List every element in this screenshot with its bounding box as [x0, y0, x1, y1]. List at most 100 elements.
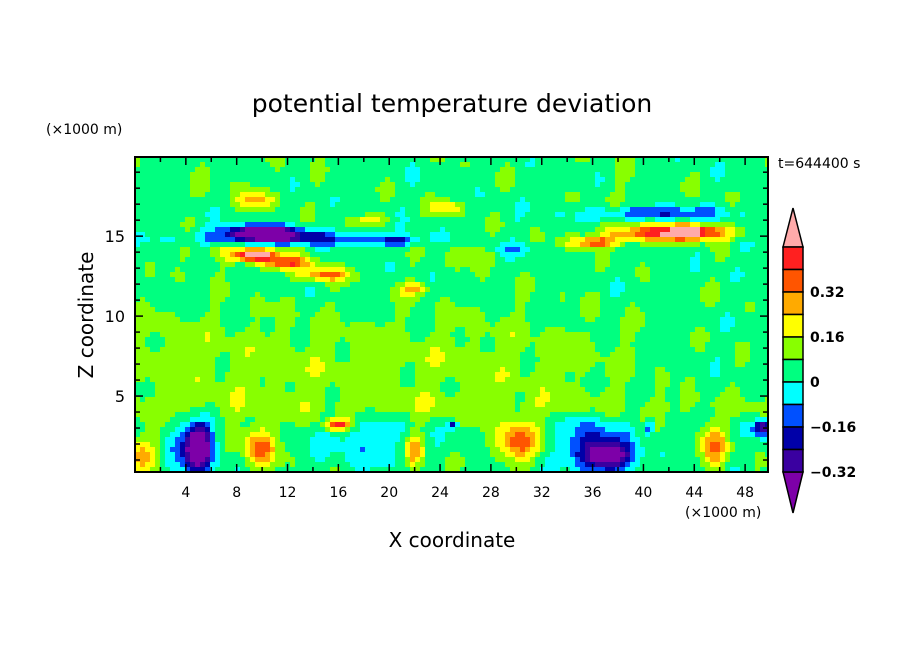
contour-cell	[655, 302, 661, 308]
contour-cell	[255, 337, 261, 343]
contour-cell	[445, 242, 451, 248]
contour-cell	[260, 217, 266, 223]
contour-cell	[505, 222, 511, 228]
contour-cell	[170, 182, 176, 188]
contour-cell	[590, 217, 596, 223]
contour-cell	[585, 267, 591, 273]
contour-cell	[680, 192, 686, 198]
contour-cell	[500, 192, 506, 198]
contour-cell	[275, 307, 281, 313]
contour-cell	[325, 197, 331, 203]
contour-cell	[275, 227, 281, 233]
contour-cell	[325, 307, 331, 313]
contour-cell	[740, 172, 746, 178]
contour-cell	[400, 332, 406, 338]
contour-cell	[275, 212, 281, 218]
contour-cell	[495, 182, 501, 188]
contour-cell	[420, 257, 426, 263]
contour-cell	[385, 237, 391, 243]
contour-cell	[645, 172, 651, 178]
contour-cell	[165, 162, 171, 168]
contour-cell	[440, 177, 446, 183]
contour-cell	[490, 247, 496, 253]
contour-cell	[570, 242, 576, 248]
contour-cell	[320, 192, 326, 198]
contour-cell	[460, 347, 466, 353]
contour-cell	[170, 227, 176, 233]
contour-cell	[325, 242, 331, 248]
contour-cell	[460, 232, 466, 238]
contour-cell	[425, 327, 431, 333]
contour-cell	[745, 212, 751, 218]
contour-cell	[495, 162, 501, 168]
contour-cell	[635, 182, 641, 188]
contour-cell	[305, 227, 311, 233]
contour-cell	[730, 242, 736, 248]
contour-cell	[375, 312, 381, 318]
contour-cell	[285, 177, 291, 183]
contour-cell	[170, 352, 176, 358]
contour-cell	[745, 257, 751, 263]
contour-cell	[210, 307, 216, 313]
contour-cell	[465, 162, 471, 168]
contour-cell	[570, 177, 576, 183]
contour-cell	[740, 257, 746, 263]
contour-cell	[545, 232, 551, 238]
contour-cell	[515, 172, 521, 178]
contour-cell	[575, 282, 581, 288]
contour-cell	[340, 217, 346, 223]
contour-cell	[300, 352, 306, 358]
contour-cell	[710, 187, 716, 193]
contour-cell	[415, 272, 421, 278]
contour-cell	[390, 277, 396, 283]
contour-cell	[310, 177, 316, 183]
contour-cell	[525, 182, 531, 188]
contour-cell	[335, 227, 341, 233]
contour-cell	[745, 172, 751, 178]
contour-cell	[470, 197, 476, 203]
contour-cell	[650, 312, 656, 318]
contour-cell	[245, 162, 251, 168]
contour-cell	[720, 207, 726, 213]
contour-cell	[625, 272, 631, 278]
contour-cell	[330, 212, 336, 218]
contour-cell	[490, 187, 496, 193]
contour-cell	[300, 297, 306, 303]
contour-cell	[415, 212, 421, 218]
contour-cell	[285, 267, 291, 273]
contour-cell	[395, 212, 401, 218]
contour-cell	[355, 292, 361, 298]
contour-cell	[300, 207, 306, 213]
contour-cell	[235, 342, 241, 348]
contour-cell	[195, 282, 201, 288]
contour-cell	[595, 312, 601, 318]
contour-cell	[190, 347, 196, 353]
contour-cell	[660, 172, 666, 178]
contour-cell	[535, 347, 541, 353]
contour-cell	[385, 247, 391, 253]
contour-cell	[655, 252, 661, 258]
contour-cell	[385, 292, 391, 298]
contour-cell	[485, 262, 491, 268]
contour-cell	[405, 312, 411, 318]
contour-cell	[605, 277, 611, 283]
contour-cell	[310, 202, 316, 208]
contour-cell	[245, 187, 251, 193]
contour-cell	[150, 177, 156, 183]
contour-cell	[650, 192, 656, 198]
contour-cell	[510, 292, 516, 298]
contour-cell	[690, 277, 696, 283]
contour-cell	[290, 212, 296, 218]
contour-cell	[610, 257, 616, 263]
contour-cell	[200, 237, 206, 243]
contour-cell	[260, 342, 266, 348]
contour-cell	[175, 292, 181, 298]
contour-cell	[570, 167, 576, 173]
contour-cell	[145, 157, 151, 163]
contour-cell	[545, 172, 551, 178]
contour-cell	[520, 257, 526, 263]
contour-cell	[425, 232, 431, 238]
contour-cell	[700, 182, 706, 188]
contour-cell	[635, 312, 641, 318]
contour-cell	[455, 302, 461, 308]
